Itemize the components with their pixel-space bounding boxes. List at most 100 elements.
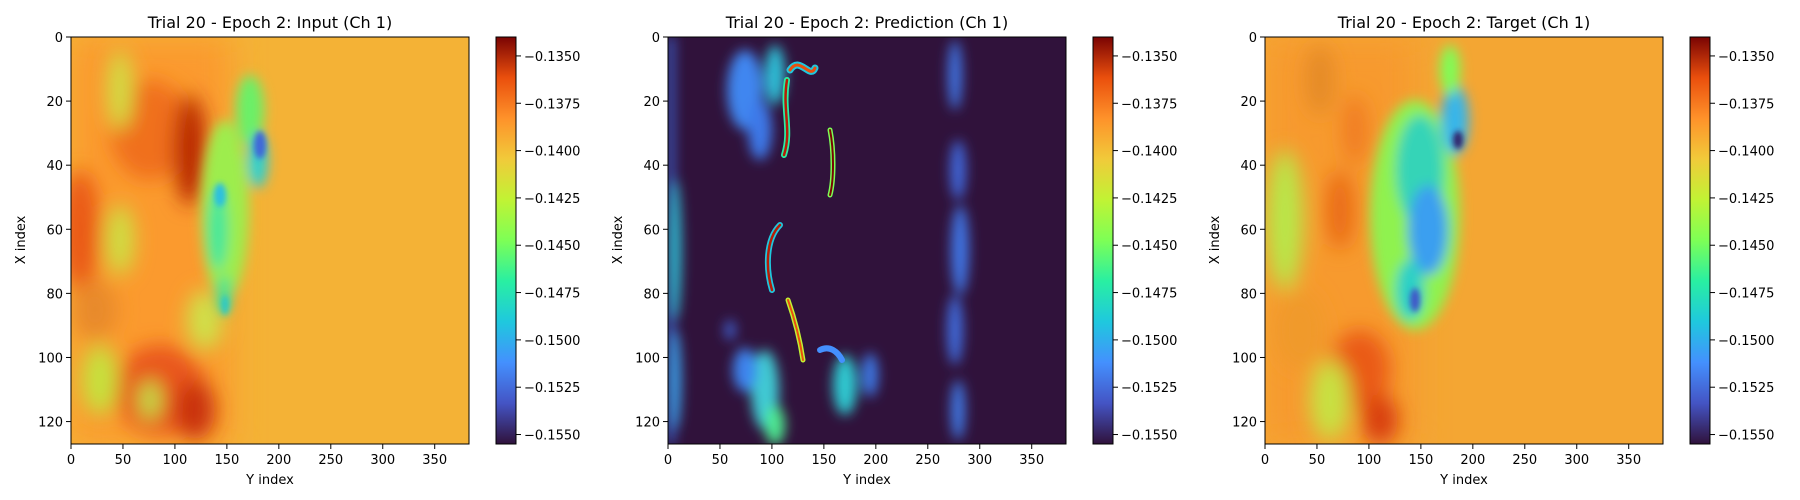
x-axis-label: Y index [245, 473, 294, 488]
plot-frame [667, 36, 1067, 445]
colorbar-tick-label: −0.1500 [524, 334, 580, 349]
colorbar-ticks: −0.1350 −0.1375 −0.1400 −0.1425 −0.1450 −0.14… [1113, 50, 1177, 444]
x-tick-label: 300 [370, 453, 395, 468]
x-tick-label: 0 [67, 453, 75, 468]
colorbar-tick-label: −0.1525 [1121, 381, 1177, 396]
panel-title: Trial 20 - Epoch 2: Prediction (Ch 1) [725, 13, 1008, 32]
x-tick-label: 200 [266, 453, 291, 468]
y-tick-label: 120 [38, 416, 63, 431]
x-tick-label: 50 [115, 453, 132, 468]
x-tick-label: 200 [1460, 453, 1485, 468]
y-tick-label: 80 [46, 287, 63, 302]
colorbar-tick-label: −0.1525 [524, 381, 580, 396]
y-tick-label: 0 [652, 31, 660, 46]
colorbar-tick-label: −0.1525 [1718, 381, 1774, 396]
y-tick-label: 60 [1240, 223, 1257, 238]
panel-prediction: Trial 20 - Epoch 2: Prediction (Ch 1) [611, 13, 1177, 488]
panel-title: Trial 20 - Epoch 2: Target (Ch 1) [1337, 13, 1590, 32]
colorbar-ticks: −0.1350 −0.1375 −0.1400 −0.1425 −0.1450 −0.14… [516, 50, 580, 444]
heatmap-image [668, 37, 1066, 444]
x-tick-label: 350 [1616, 453, 1641, 468]
colorbar-tick-label: −0.1450 [1718, 239, 1774, 254]
x-tick-label: 150 [214, 453, 239, 468]
colorbar-tick-label: −0.1350 [1718, 50, 1774, 65]
x-tick-label: 50 [1309, 453, 1326, 468]
x-axis: 0 50 100 150 200 250 300 350 [664, 444, 1044, 468]
colorbar-tick-label: −0.1450 [1121, 239, 1177, 254]
x-tick-label: 150 [811, 453, 836, 468]
colorbar-tick-label: −0.1350 [1121, 50, 1177, 65]
y-tick-label: 20 [46, 95, 63, 110]
colorbar-tick-label: −0.1400 [1718, 145, 1774, 160]
y-tick-label: 60 [46, 223, 63, 238]
colorbar-tick-label: −0.1450 [524, 239, 580, 254]
x-tick-label: 0 [1261, 453, 1269, 468]
colorbar-tick-label: −0.1425 [1121, 192, 1177, 207]
y-tick-label: 100 [635, 351, 660, 366]
x-tick-label: 350 [1019, 453, 1044, 468]
colorbar-tick-label: −0.1550 [1121, 429, 1177, 444]
x-tick-label: 250 [915, 453, 940, 468]
x-tick-label: 100 [163, 453, 188, 468]
x-tick-label: 100 [1357, 453, 1382, 468]
colorbar-tick-label: −0.1375 [1121, 97, 1177, 112]
colorbar-tick-label: −0.1550 [524, 429, 580, 444]
colorbar-tick-label: −0.1375 [1718, 97, 1774, 112]
y-tick-label: 0 [55, 31, 63, 46]
x-axis: 0 50 100 150 200 250 300 350 [1261, 444, 1641, 468]
x-axis: 0 50 100 150 200 250 300 350 [67, 444, 447, 468]
x-tick-label: 150 [1408, 453, 1433, 468]
colorbar-tick-label: −0.1350 [524, 50, 580, 65]
y-tick-label: 120 [1232, 416, 1257, 431]
y-tick-label: 100 [38, 351, 63, 366]
y-tick-label: 0 [1249, 31, 1257, 46]
y-axis-label: X index [611, 215, 626, 264]
x-tick-label: 200 [863, 453, 888, 468]
colorbar-tick-label: −0.1400 [524, 145, 580, 160]
x-axis-label: Y index [842, 473, 891, 488]
x-tick-label: 300 [1564, 453, 1589, 468]
colorbar-tick-label: −0.1425 [524, 192, 580, 207]
y-tick-label: 40 [1240, 159, 1257, 174]
y-axis-label: X index [1208, 215, 1223, 264]
y-axis: 0 20 40 60 80 100 120 [1232, 31, 1265, 431]
colorbar-tick-label: −0.1375 [524, 97, 580, 112]
x-tick-label: 100 [760, 453, 785, 468]
y-tick-label: 20 [643, 95, 660, 110]
x-axis-label: Y index [1439, 473, 1488, 488]
heatmap-image [1265, 37, 1663, 444]
y-tick-label: 20 [1240, 95, 1257, 110]
plot-frame [70, 36, 470, 445]
panel-input: Trial 20 - Epoch 2: Input (Ch 1) [14, 13, 580, 488]
y-tick-label: 80 [643, 287, 660, 302]
colorbar-tick-label: −0.1475 [1718, 287, 1774, 302]
x-tick-label: 250 [318, 453, 343, 468]
y-tick-label: 80 [1240, 287, 1257, 302]
plot-frame [1264, 36, 1664, 445]
colorbar [1092, 36, 1114, 445]
heatmap-image [71, 37, 469, 444]
colorbar [495, 36, 517, 445]
colorbar-ticks: −0.1350 −0.1375 −0.1400 −0.1425 −0.1450 −0.14… [1710, 50, 1774, 444]
y-tick-label: 40 [46, 159, 63, 174]
colorbar-tick-label: −0.1500 [1121, 334, 1177, 349]
y-tick-label: 100 [1232, 351, 1257, 366]
x-tick-label: 300 [967, 453, 992, 468]
panel-target: Trial 20 - Epoch 2: Target (Ch 1) [1208, 13, 1774, 488]
colorbar-tick-label: −0.1500 [1718, 334, 1774, 349]
y-tick-label: 120 [635, 416, 660, 431]
colorbar [1689, 36, 1711, 445]
y-tick-label: 60 [643, 223, 660, 238]
x-tick-label: 250 [1512, 453, 1537, 468]
colorbar-tick-label: −0.1550 [1718, 429, 1774, 444]
colorbar-tick-label: −0.1475 [1121, 287, 1177, 302]
y-axis: 0 20 40 60 80 100 120 [38, 31, 71, 431]
colorbar-tick-label: −0.1475 [524, 287, 580, 302]
colorbar-tick-label: −0.1400 [1121, 145, 1177, 160]
prediction-streaks [764, 61, 845, 363]
y-axis: 0 20 40 60 80 100 120 [635, 31, 668, 431]
y-tick-label: 40 [643, 159, 660, 174]
panel-title: Trial 20 - Epoch 2: Input (Ch 1) [147, 13, 392, 32]
x-tick-label: 50 [712, 453, 729, 468]
